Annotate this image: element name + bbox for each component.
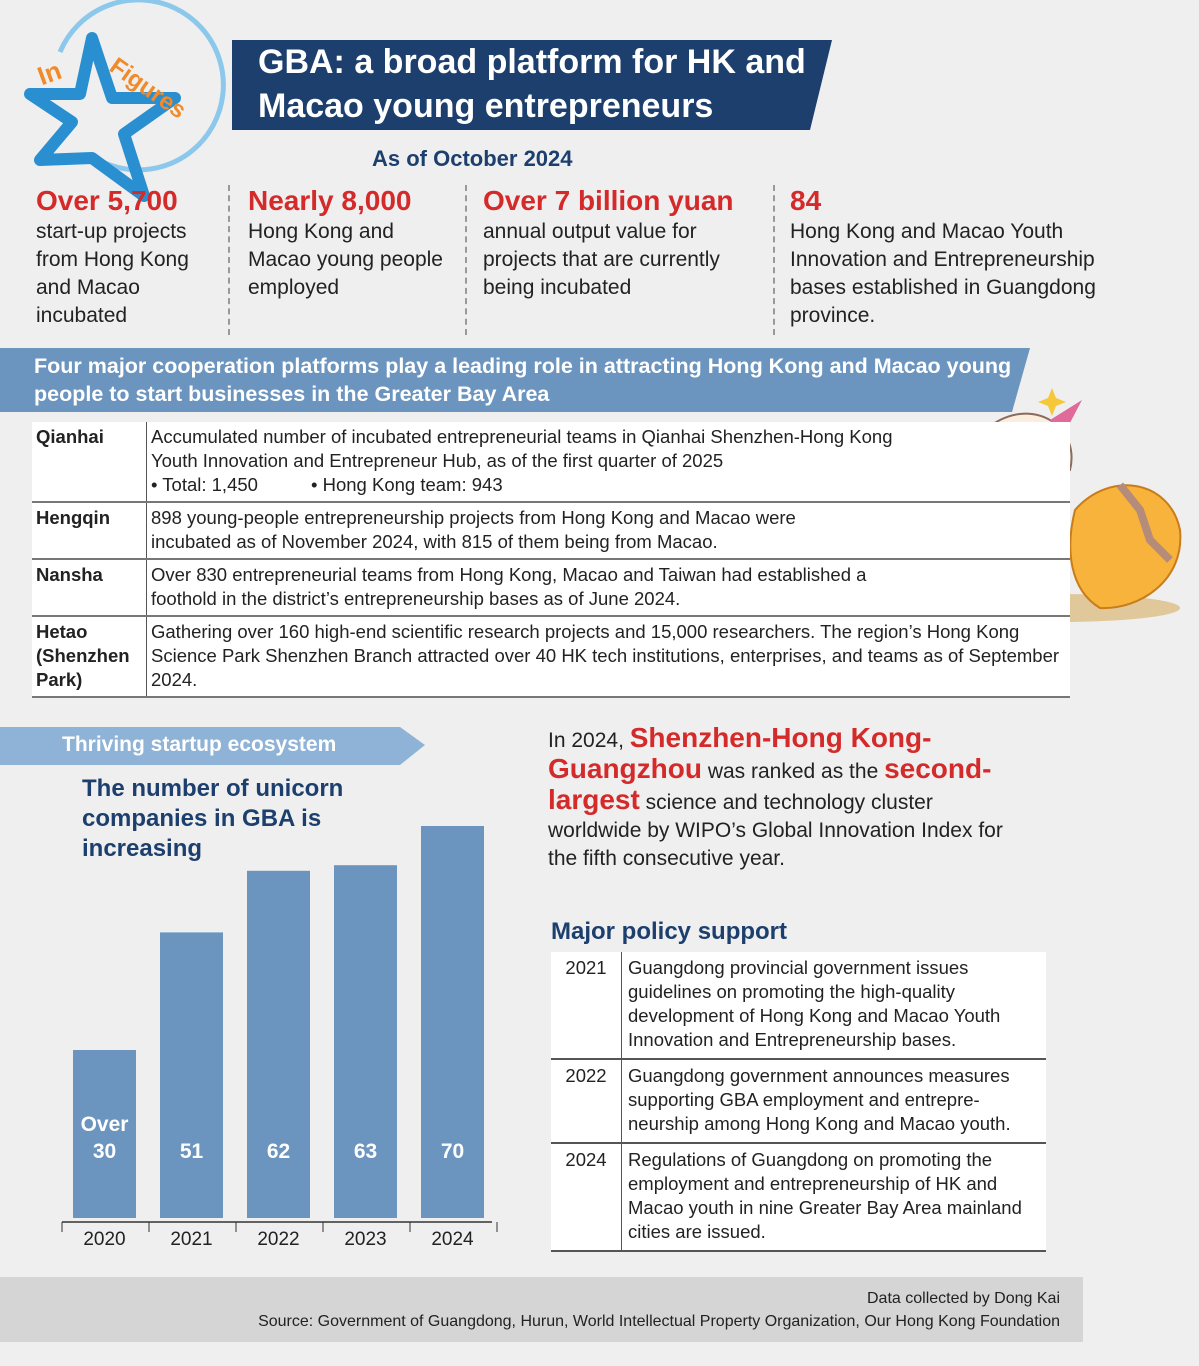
section-label: Thriving startup ecosystem: [62, 733, 337, 756]
value-label: 70: [440, 1140, 465, 1163]
value-label: 62: [266, 1140, 291, 1163]
bar: [421, 826, 484, 1218]
separator: [773, 185, 775, 335]
platform-name: Qianhai: [32, 422, 147, 503]
source: Source: Government of Guangdong, Hurun, …: [258, 1313, 1060, 1330]
title-banner: [232, 40, 832, 130]
stat-text: annual output value for projects that ar…: [483, 220, 720, 299]
platform-cell: Gathering over 160 high-end scientific r…: [146, 616, 1070, 698]
platform-name: Nansha: [32, 559, 147, 617]
logo-ring: [57, 0, 226, 173]
platform-cell: 898 young-people entrepreneurship projec…: [146, 502, 1070, 560]
platform-name: Hengqin: [32, 502, 147, 560]
stat-figure: 84: [790, 185, 822, 216]
policy-text: Guangdong government announces measures …: [621, 1059, 1046, 1144]
stat: Nearly 8,000 Hong Kong and Macao young p…: [248, 184, 448, 302]
policy-title: Major policy support: [551, 918, 788, 945]
stat: Over 5,700 start-up projects from Hong K…: [36, 184, 221, 330]
stat-text: Hong Kong and Macao Youth Innovation and…: [790, 220, 1096, 327]
stat-text: start-up projects from Hong Kong and Mac…: [36, 220, 189, 327]
x-tick-label: 2023: [344, 1229, 386, 1250]
platform-text: Accumulated number of incubated entrepre…: [151, 426, 893, 471]
policy-year: 2021: [551, 952, 622, 1060]
section-arrow: [0, 727, 425, 765]
platform-text: Over 830 entrepreneurial teams from Hong…: [151, 564, 867, 609]
platform-table: Qianhai Accumulated number of incubated …: [32, 422, 1070, 698]
bar: [160, 932, 223, 1218]
bar-chart: 2020 2021 2022 2023 2024 Over 30 51 62 63 70: [0, 700, 520, 1260]
date: As of October 2024: [372, 146, 573, 171]
bar: [73, 1050, 136, 1218]
policy-table: 2021 Guangdong provincial government issu…: [551, 952, 1046, 1252]
x-tick-label: 2021: [170, 1229, 212, 1250]
platform-cell: Over 830 entrepreneurial teams from Hong…: [146, 559, 1070, 617]
policy-text: Regulations of Guangdong on promoting th…: [621, 1143, 1046, 1252]
text: In 2024,: [548, 729, 630, 752]
platform-heading: Four major cooperation platforms play a …: [34, 354, 1012, 406]
text: was ranked as the: [701, 760, 885, 783]
bullet: • Total: 1,450: [151, 474, 258, 495]
value-label: Over 30: [80, 1113, 129, 1163]
stat: Over 7 billion yuan annual output value …: [483, 184, 763, 302]
x-tick-label: 2024: [431, 1229, 474, 1250]
separator: [465, 185, 467, 335]
platform-cell: Accumulated number of incubated entrepre…: [146, 422, 1070, 503]
value-label: 51: [179, 1140, 204, 1163]
bullet: • Hong Kong team: 943: [311, 474, 503, 495]
stat-figure: Nearly 8,000: [248, 185, 412, 216]
emphasis: second-largest: [548, 753, 992, 815]
policy-year: 2022: [551, 1059, 622, 1144]
bar: [334, 865, 397, 1218]
value-label: 63: [353, 1140, 378, 1163]
stat-figure: Over 5,700: [36, 185, 178, 216]
credit: Data collected by Dong Kai: [867, 1290, 1060, 1307]
chart-canvas: 2020 2021 2022 2023 2024: [61, 826, 498, 1250]
platform-banner: [0, 348, 1030, 412]
x-tick-label: 2020: [83, 1229, 125, 1250]
stat-figure: Over 7 billion yuan: [483, 185, 734, 216]
platform-text: 898 young-people entrepreneurship projec…: [151, 507, 796, 552]
bar: [247, 870, 310, 1218]
platform-name: Hetao (Shenzhen Park): [32, 616, 147, 698]
platform-text: Gathering over 160 high-end scientific r…: [151, 621, 1060, 690]
highlight-paragraph: In 2024, Shenzhen-Hong Kong-Guangzhou wa…: [548, 724, 1028, 873]
x-tick-label: 2022: [257, 1229, 299, 1250]
stat-text: Hong Kong and Macao young people employe…: [248, 220, 443, 299]
stat: 84 Hong Kong and Macao Youth Innovation …: [790, 184, 1140, 330]
page-title: GBA: a broad platform for HK and Macao y…: [258, 43, 806, 125]
text: science and technology cluster worldwide…: [548, 791, 1003, 870]
emphasis: Shenzhen-Hong Kong-Guangzhou: [548, 722, 932, 784]
policy-text: Guangdong provincial government issues g…: [621, 952, 1046, 1060]
policy-year: 2024: [551, 1143, 622, 1252]
separator: [228, 185, 230, 335]
chart-title: The number of unicorn companies in GBA i…: [82, 775, 344, 862]
logo-star: [24, 32, 181, 202]
footer-band: [0, 1277, 1083, 1342]
